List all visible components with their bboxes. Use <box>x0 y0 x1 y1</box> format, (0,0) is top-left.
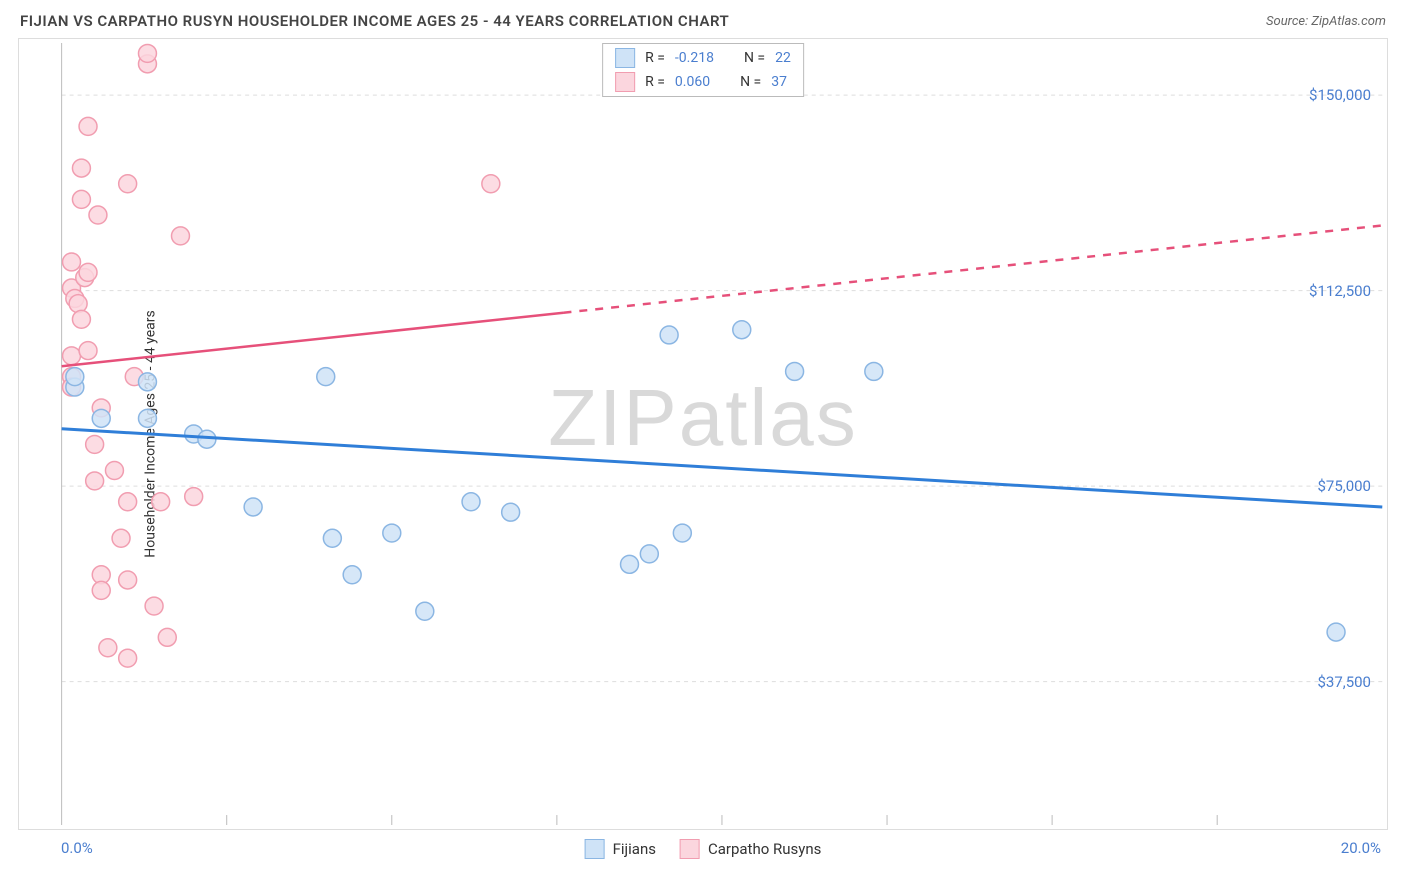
y-tick-label: $112,500 <box>1309 282 1371 300</box>
legend-r-label: R = <box>645 50 665 66</box>
chart-title: FIJIAN VS CARPATHO RUSYN HOUSEHOLDER INC… <box>20 12 729 30</box>
legend-series-label: Carpatho Rusyns <box>708 840 821 858</box>
legend-stats-row: R = -0.218 N = 22 <box>603 46 803 70</box>
legend-stats-row: R = 0.060 N = 37 <box>603 70 803 94</box>
legend-swatch <box>615 48 635 68</box>
legend-stats: R = -0.218 N = 22 R = 0.060 N = 37 <box>602 43 804 97</box>
legend-n-label: N = <box>740 74 761 90</box>
legend-series-item: Carpatho Rusyns <box>680 839 821 859</box>
legend-n-label: N = <box>744 50 765 66</box>
x-tick-label: 20.0% <box>1341 839 1381 857</box>
chart-header: FIJIAN VS CARPATHO RUSYN HOUSEHOLDER INC… <box>0 0 1406 38</box>
chart-source: Source: ZipAtlas.com <box>1266 14 1386 29</box>
legend-series: Fijians Carpatho Rusyns <box>585 839 822 859</box>
legend-n-value: 22 <box>775 50 791 66</box>
y-tick-label: $150,000 <box>1309 86 1371 104</box>
y-tick-label: $75,000 <box>1317 477 1371 495</box>
legend-swatch <box>585 839 605 859</box>
legend-swatch <box>615 72 635 92</box>
legend-swatch <box>680 839 700 859</box>
legend-r-value: -0.218 <box>675 50 714 66</box>
scatter-plot-svg <box>19 39 1387 829</box>
legend-n-value: 37 <box>771 74 787 90</box>
chart-area: ZIPatlas Householder Income Ages 25 - 44… <box>18 38 1388 830</box>
legend-series-label: Fijians <box>613 840 656 858</box>
y-tick-label: $37,500 <box>1317 673 1371 691</box>
legend-r-value: 0.060 <box>675 74 710 90</box>
x-tick-label: 0.0% <box>61 839 93 857</box>
legend-r-label: R = <box>645 74 665 90</box>
legend-series-item: Fijians <box>585 839 656 859</box>
